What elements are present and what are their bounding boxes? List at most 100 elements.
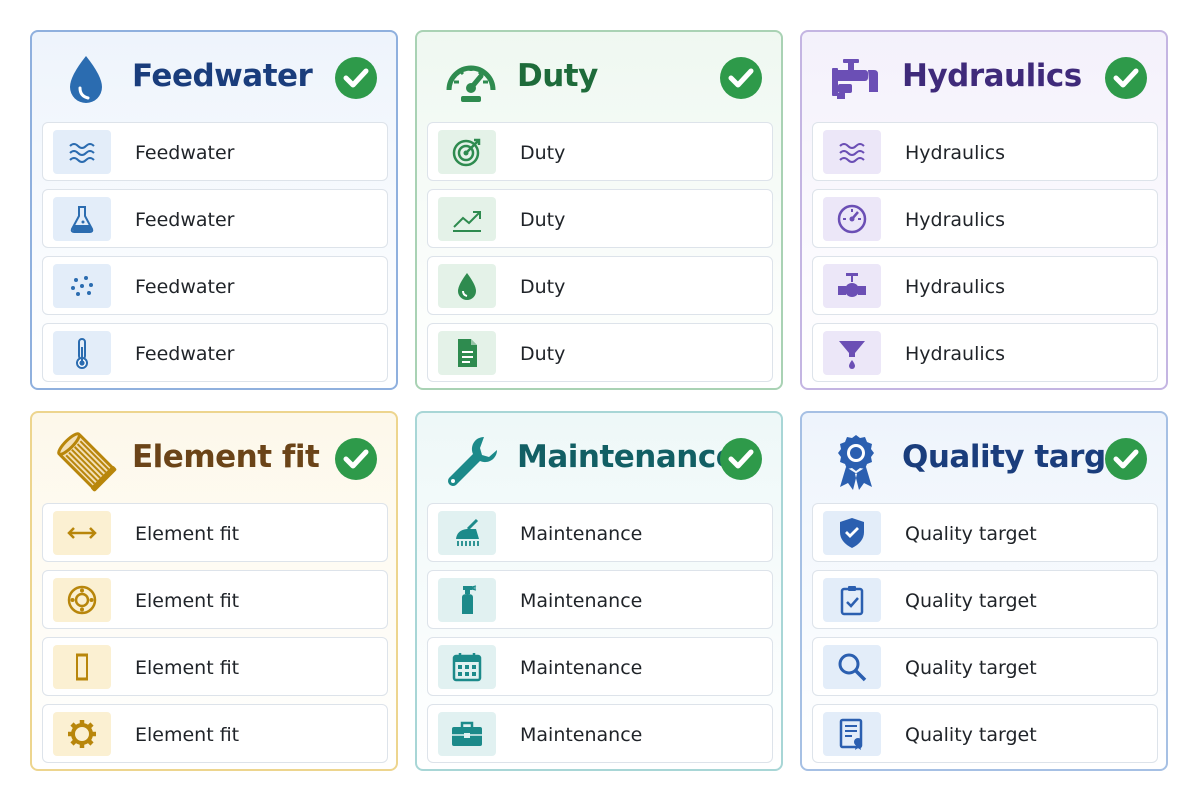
card-duty: Duty Duty Duty Duty (415, 30, 783, 390)
list-item-label: Duty (520, 276, 566, 298)
list-item[interactable]: Element fit (42, 503, 388, 562)
list-item[interactable]: Duty (427, 122, 773, 181)
list-item-label: Feedwater (135, 343, 235, 365)
list-item-label: Feedwater (135, 209, 235, 231)
list-item[interactable]: Quality target (812, 637, 1158, 696)
list-item[interactable]: Maintenance (427, 503, 773, 562)
list-item-label: Quality target (905, 590, 1037, 612)
check-circle-icon (334, 437, 378, 481)
pressure-gauge-icon (823, 197, 881, 241)
list-item[interactable]: Quality target (812, 704, 1158, 763)
list-item-label: Maintenance (520, 590, 643, 612)
check-circle-icon (1104, 437, 1148, 481)
water-drop-icon (54, 48, 118, 112)
double-arrow-icon (53, 511, 111, 555)
list-item-label: Feedwater (135, 142, 235, 164)
list-item-label: Maintenance (520, 657, 643, 679)
list-item[interactable]: Quality target (812, 570, 1158, 629)
list-item[interactable]: Feedwater (42, 323, 388, 382)
list-item[interactable]: Feedwater (42, 189, 388, 248)
drop-icon (438, 264, 496, 308)
check-circle-icon (334, 56, 378, 100)
waves-icon (53, 130, 111, 174)
list-item[interactable]: Duty (427, 323, 773, 382)
list-item-label: Element fit (135, 657, 240, 679)
check-circle-icon (1104, 56, 1148, 100)
target-icon (438, 130, 496, 174)
card-element-fit: Element fit Element fit Element fit Elem… (30, 411, 398, 771)
list-item[interactable]: Element fit (42, 637, 388, 696)
card-header: Maintenance (417, 413, 781, 505)
card-feedwater: Feedwater Feedwater Feedwater Feedwater (30, 30, 398, 390)
list-item-label: Quality target (905, 724, 1037, 746)
list-item[interactable]: Maintenance (427, 637, 773, 696)
list-item[interactable]: Maintenance (427, 704, 773, 763)
list-item[interactable]: Feedwater (42, 122, 388, 181)
cartridge-icon (53, 645, 111, 689)
list-item[interactable]: Duty (427, 256, 773, 315)
list-item[interactable]: Maintenance (427, 570, 773, 629)
list-item-label: Maintenance (520, 523, 643, 545)
card-maintenance: Maintenance Maintenance Maintenance Main… (415, 411, 783, 771)
list-item-label: Hydraulics (905, 276, 1005, 298)
list-item-label: Duty (520, 209, 566, 231)
list-item-label: Hydraulics (905, 209, 1005, 231)
waves-icon (823, 130, 881, 174)
card-title: Element fit (132, 439, 320, 475)
funnel-icon (823, 331, 881, 375)
award-ribbon-icon (824, 429, 888, 493)
card-title: Quality target (902, 439, 1141, 475)
list-item-label: Element fit (135, 523, 240, 545)
card-header: Duty (417, 32, 781, 124)
list-item-label: Element fit (135, 590, 240, 612)
list-item[interactable]: Hydraulics (812, 256, 1158, 315)
calendar-icon (438, 645, 496, 689)
list-item[interactable]: Element fit (42, 704, 388, 763)
card-header: Quality target (802, 413, 1166, 505)
thermometer-icon (53, 331, 111, 375)
particles-icon (53, 264, 111, 308)
trend-line-icon (438, 197, 496, 241)
gauge-icon (439, 48, 503, 112)
list-item-label: Feedwater (135, 276, 235, 298)
card-header: Feedwater (32, 32, 396, 124)
list-item[interactable]: Hydraulics (812, 122, 1158, 181)
list-item-label: Maintenance (520, 724, 643, 746)
list-item[interactable]: Hydraulics (812, 323, 1158, 382)
toolbox-icon (438, 712, 496, 756)
document-icon (438, 331, 496, 375)
shield-check-icon (823, 511, 881, 555)
card-title: Duty (517, 58, 598, 94)
certificate-icon (823, 712, 881, 756)
card-quality-target: Quality target Quality target Quality ta… (800, 411, 1168, 771)
list-item-label: Hydraulics (905, 142, 1005, 164)
flask-icon (53, 197, 111, 241)
card-header: Hydraulics (802, 32, 1166, 124)
list-item-label: Duty (520, 343, 566, 365)
card-title: Hydraulics (902, 58, 1082, 94)
list-item[interactable]: Feedwater (42, 256, 388, 315)
spray-bottle-icon (438, 578, 496, 622)
filter-cartridge-icon (54, 429, 118, 493)
card-title: Maintenance (517, 439, 737, 475)
card-header: Element fit (32, 413, 396, 505)
magnifier-icon (823, 645, 881, 689)
check-circle-icon (719, 56, 763, 100)
card-title: Feedwater (132, 58, 313, 94)
gear-icon (53, 712, 111, 756)
list-item[interactable]: Quality target (812, 503, 1158, 562)
brush-icon (438, 511, 496, 555)
list-item[interactable]: Hydraulics (812, 189, 1158, 248)
list-item-label: Element fit (135, 724, 240, 746)
wrench-icon (439, 429, 503, 493)
faucet-pipe-icon (824, 48, 888, 112)
list-item[interactable]: Duty (427, 189, 773, 248)
list-item-label: Quality target (905, 523, 1037, 545)
check-circle-icon (719, 437, 763, 481)
valve-icon (823, 264, 881, 308)
clipboard-check-icon (823, 578, 881, 622)
flange-ring-icon (53, 578, 111, 622)
card-hydraulics: Hydraulics Hydraulics Hydraulics Hydraul… (800, 30, 1168, 390)
list-item-label: Duty (520, 142, 566, 164)
list-item[interactable]: Element fit (42, 570, 388, 629)
